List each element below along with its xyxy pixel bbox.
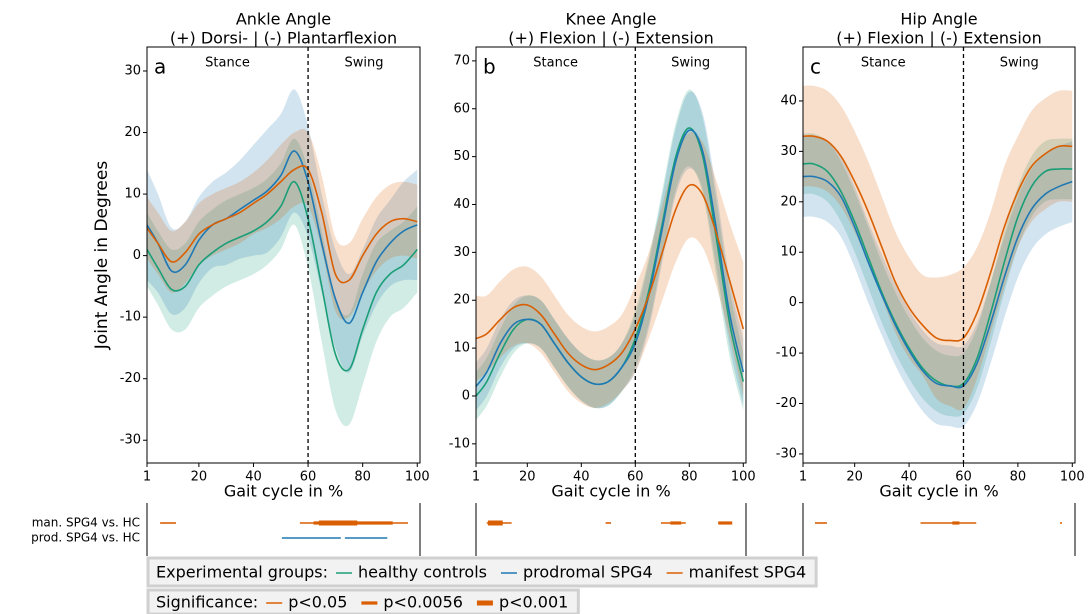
panel-title: Knee Angle [566,10,657,29]
phase-label: Stance [533,56,578,71]
legend-label: manifest SPG4 [689,563,807,582]
legend-box [146,588,580,614]
y-tick-label: 20 [124,125,141,140]
y-tick-label: 0 [133,248,141,263]
x-tick-label: 1 [799,470,807,485]
x-tick-label: 20 [846,470,863,485]
x-tick-label: 40 [245,470,262,485]
x-tick-label: 20 [191,470,208,485]
y-tick-label: 20 [453,293,470,308]
legend-label: p<0.001 [499,593,568,612]
panel-title: Ankle Angle [236,10,331,29]
y-tick-label: 30 [453,245,470,260]
y-tick-label: -20 [120,371,141,386]
legend-label: p<0.0056 [383,593,463,612]
x-tick-label: 20 [519,470,536,485]
series-line [147,180,418,372]
sd-band [147,138,418,427]
legend-title: Significance: [156,593,258,612]
y-tick-label: 0 [462,388,470,403]
y-tick-label: 30 [780,144,797,159]
y-tick-label: 20 [780,194,797,209]
plot-area [803,85,1073,428]
x-tick-label: 60 [955,470,972,485]
significance-row-label: prod. SPG4 vs. HC [31,531,140,545]
sd-band [147,89,418,373]
legend-label: healthy controls [358,563,487,582]
sd-band [147,128,418,320]
x-tick-label: 60 [627,470,644,485]
y-axis-label: Joint Angle in Degrees [92,161,112,351]
series-line [476,129,745,387]
y-tick-label: 40 [453,197,470,212]
series-line [147,164,418,284]
series-line [803,135,1073,342]
x-tick-label: 80 [354,470,371,485]
panel-subtitle: (+) Flexion | (-) Extension [836,29,1041,48]
y-tick-label: 60 [453,101,470,116]
phase-label: Swing [345,56,384,71]
y-tick-label: 50 [453,149,470,164]
sd-band [803,85,1073,411]
sd-band [476,131,744,408]
axes-frame [802,46,1076,464]
x-axis-label: Gait cycle in % [551,482,670,501]
phase-label: Swing [671,56,710,71]
sd-band [476,91,744,411]
legend-label: prodromal SPG4 [523,563,653,582]
y-tick-label: 10 [780,245,797,260]
y-tick-label: 40 [780,93,797,108]
y-tick-label: -30 [776,446,797,461]
y-tick-label: 10 [124,187,141,202]
panel-subtitle: (+) Dorsi- | (-) Plantarflexion [170,29,397,48]
series-line [147,150,418,325]
significance-row-label: man. SPG4 vs. HC [32,516,140,530]
x-tick-label: 1 [472,470,480,485]
axes-frame [146,46,421,464]
x-tick-label: 100 [1060,470,1085,485]
plot-area [476,89,745,420]
phase-label: Swing [1000,56,1039,71]
phase-label: Stance [205,56,250,71]
legend-label: p<0.05 [288,593,347,612]
x-axis-label: Gait cycle in % [224,482,343,501]
x-tick-label: 1 [143,470,151,485]
series-line [803,175,1073,389]
sd-band [476,89,744,420]
legend-box [146,556,818,588]
series-line [476,183,745,371]
sd-band [803,135,1073,428]
y-tick-label: -20 [776,396,797,411]
sd-band [803,133,1073,417]
phase-label: Stance [861,56,906,71]
x-tick-label: 100 [731,470,756,485]
y-tick-label: 10 [453,341,470,356]
panel-letter: b [483,55,496,79]
plot-area [147,89,418,427]
panel-subtitle: (+) Flexion | (-) Extension [508,29,713,48]
y-tick-label: -10 [449,436,470,451]
x-axis-label: Gait cycle in % [879,482,998,501]
y-tick-label: 30 [124,64,141,79]
y-tick-label: 0 [789,295,797,310]
y-tick-label: 70 [453,53,470,68]
x-tick-label: 80 [681,470,698,485]
x-tick-label: 40 [573,470,590,485]
axes-frame [475,46,747,464]
panel-title: Hip Angle [900,10,977,29]
panel-letter: a [154,55,166,79]
x-tick-label: 100 [405,470,430,485]
x-tick-label: 80 [1010,470,1027,485]
x-tick-label: 60 [300,470,317,485]
y-tick-label: -10 [120,310,141,325]
panel-letter: c [810,55,821,79]
y-tick-label: -30 [120,433,141,448]
series-line [803,162,1073,388]
legend-title: Experimental groups: [156,563,328,582]
x-tick-label: 40 [901,470,918,485]
y-tick-label: -10 [776,346,797,361]
